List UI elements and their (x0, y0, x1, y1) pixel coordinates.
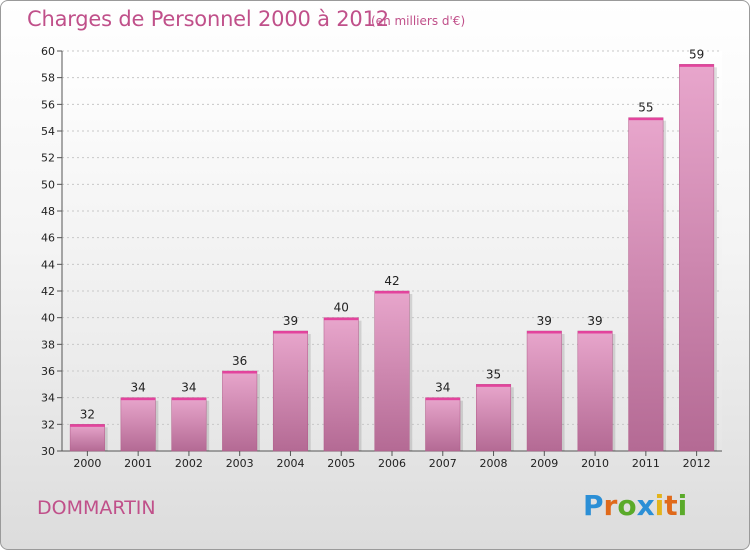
y-tick-label: 42 (41, 285, 55, 298)
y-tick-label: 52 (41, 152, 55, 165)
data-label: 34 (181, 381, 196, 395)
y-tick-label: 54 (41, 125, 55, 138)
bar (476, 384, 512, 452)
data-label: 39 (587, 314, 602, 328)
commune-name: DOMMARTIN (37, 497, 156, 519)
bar (577, 330, 613, 452)
y-tick-label: 44 (41, 258, 55, 271)
x-tick-label: 2000 (73, 457, 101, 470)
y-tick-label: 48 (41, 205, 55, 218)
data-label: 40 (334, 301, 349, 315)
bar (628, 117, 664, 452)
bar-cap (70, 424, 105, 427)
bar (69, 424, 105, 452)
data-label: 39 (283, 314, 298, 328)
data-label: 39 (537, 314, 552, 328)
x-tick-label: 2012 (683, 457, 711, 470)
data-label: 34 (435, 381, 450, 395)
proxiti-logo[interactable]: Proxiti (583, 489, 688, 522)
x-tick-label: 2002 (175, 457, 203, 470)
bar-cap (374, 291, 410, 294)
x-tick-label: 2008 (480, 457, 508, 470)
y-tick-label: 50 (41, 178, 55, 191)
chart-subtitle: (en milliers d'€) (371, 14, 466, 28)
bar-cap (527, 331, 562, 334)
y-tick-label: 32 (41, 418, 55, 431)
bar-cap (323, 317, 359, 321)
bar-cap (171, 397, 207, 401)
x-tick-label: 2003 (226, 457, 254, 470)
data-label: 42 (384, 274, 399, 288)
bar-cap (425, 397, 461, 401)
bar (323, 317, 359, 452)
bar (272, 330, 308, 452)
data-label: 59 (689, 47, 704, 61)
x-tick-label: 2004 (276, 457, 304, 470)
y-tick-label: 30 (41, 445, 55, 458)
data-label: 36 (232, 354, 247, 368)
bar (222, 370, 258, 452)
y-tick-label: 56 (41, 98, 55, 111)
y-tick-label: 40 (41, 312, 55, 325)
y-tick-label: 34 (41, 392, 55, 405)
bar (526, 330, 562, 452)
x-tick-label: 2005 (327, 457, 355, 470)
bar-cap (476, 384, 511, 387)
data-label: 32 (80, 407, 95, 421)
bar (679, 64, 715, 452)
x-tick-label: 2011 (632, 457, 660, 470)
bar-cap (222, 371, 257, 374)
x-tick-label: 2009 (530, 457, 558, 470)
data-label: 35 (486, 367, 501, 381)
y-tick-label: 36 (41, 365, 55, 378)
bar-cap (679, 64, 714, 67)
bar (120, 397, 156, 452)
chart-title: Charges de Personnel 2000 à 2012 (27, 7, 389, 31)
bar (374, 290, 410, 452)
data-label: 34 (131, 381, 146, 395)
y-tick-label: 38 (41, 338, 55, 351)
bar (171, 397, 207, 452)
x-tick-label: 2007 (429, 457, 457, 470)
y-tick-label: 60 (41, 45, 55, 58)
y-tick-label: 58 (41, 72, 55, 85)
bar-cap (577, 331, 613, 334)
bar-cap (628, 117, 664, 121)
x-tick-label: 2001 (124, 457, 152, 470)
y-tick-label: 46 (41, 232, 55, 245)
bar (425, 397, 461, 452)
x-tick-label: 2010 (581, 457, 609, 470)
bar-cap (120, 397, 156, 401)
bar-cap (273, 331, 308, 334)
x-tick-label: 2006 (378, 457, 406, 470)
data-label: 55 (638, 101, 653, 115)
